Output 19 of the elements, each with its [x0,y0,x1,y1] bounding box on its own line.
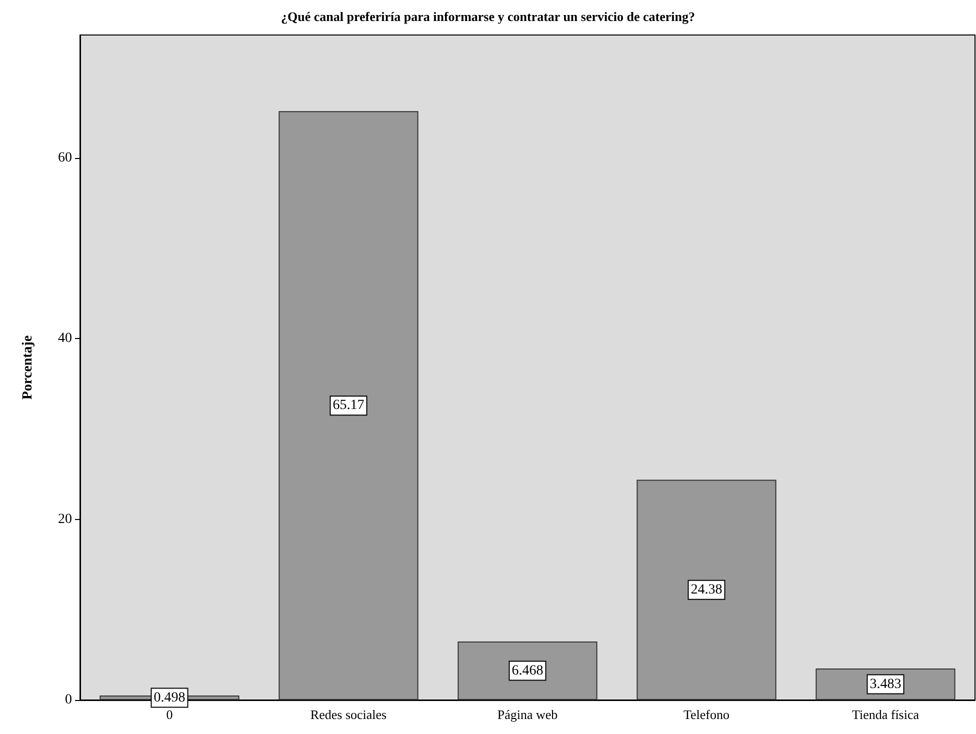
data-label: 0.498 [154,690,186,706]
y-axis-title: Porcentaje [20,335,36,400]
chart-title: ¿Qué canal preferiría para informarse y contratar un servicio de catering? [281,9,695,24]
x-tick-label: Telefono [683,707,730,722]
x-tick-label: Redes sociales [310,707,387,722]
bar [458,642,598,700]
y-tick-label: 20 [58,512,72,527]
data-label: 3.483 [870,676,902,692]
bar [636,480,776,700]
x-tick-label: Página web [497,707,558,722]
data-label: 6.468 [512,663,544,678]
x-tick-label: Tienda física [852,707,920,722]
x-tick-label: 0 [166,707,173,722]
y-tick-label: 0 [65,692,72,708]
y-tick-label: 60 [58,150,72,166]
data-label: 24.38 [690,582,722,598]
bar [278,111,418,700]
data-label: 65.17 [332,398,364,414]
y-tick-label: 40 [58,331,72,346]
